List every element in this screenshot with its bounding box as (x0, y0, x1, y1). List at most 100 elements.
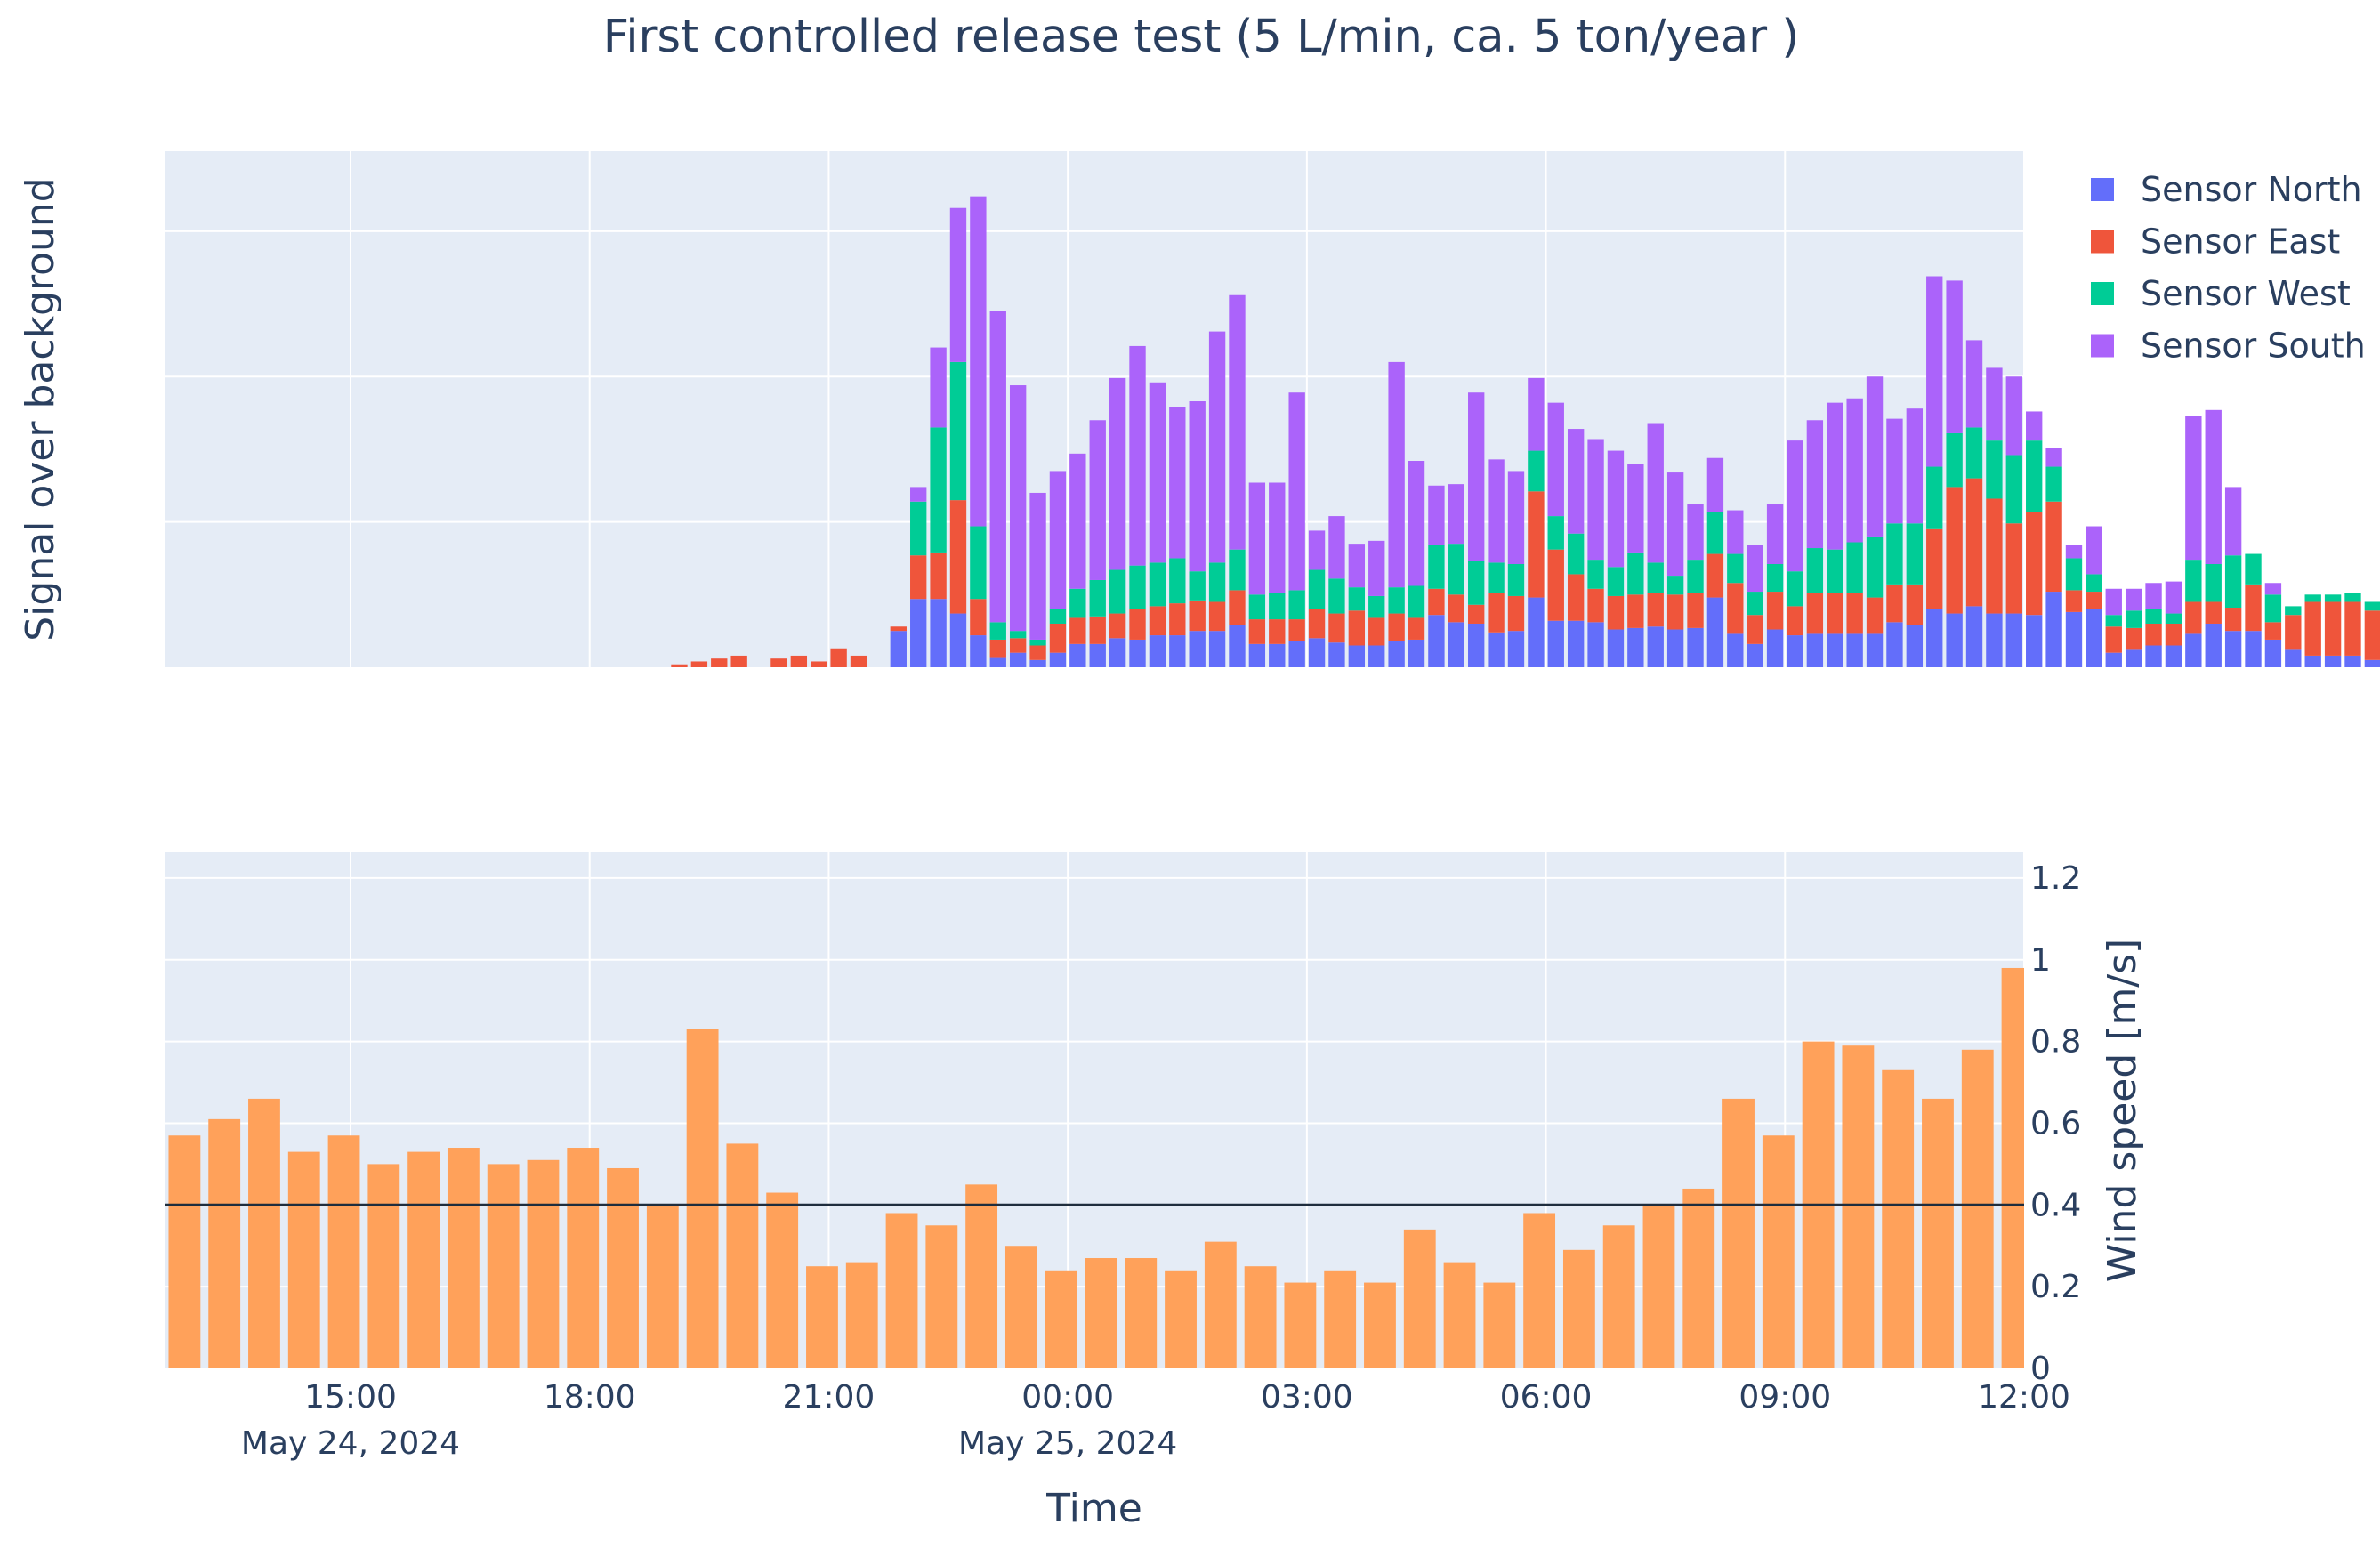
bar-sensor-north (1149, 635, 1166, 667)
bar-sensor-east (1706, 553, 1724, 598)
bar-sensor-north (1528, 597, 1545, 667)
bottom-panel (165, 852, 2025, 1368)
bar-sensor-north (2285, 649, 2302, 667)
bar-sensor-east (2245, 584, 2262, 632)
bar-sensor-south (1906, 408, 1924, 524)
y-tick-label: 0.6 (2030, 1105, 2081, 1142)
bar-sensor-north (1806, 633, 1824, 667)
bar-sensor-north (1827, 633, 1843, 667)
bar-sensor-west (1149, 562, 1166, 607)
wind-speed-bar (208, 1118, 241, 1368)
bar-sensor-north (1926, 609, 1943, 667)
wind-speed-bar (1483, 1282, 1516, 1368)
bar-sensor-south (1507, 471, 1525, 564)
bar-sensor-north (1069, 643, 1086, 667)
bar-sensor-east (1468, 604, 1485, 624)
bar-sensor-west (1627, 552, 1644, 595)
wind-speed-bar (407, 1151, 440, 1368)
bar-sensor-south (1308, 530, 1326, 570)
bar-sensor-east (1149, 606, 1166, 636)
x-tick-label: 21:00 (783, 1379, 875, 1416)
bar-sensor-west (2065, 558, 2083, 591)
wind-speed-bar (367, 1164, 400, 1368)
wind-speed-bar (885, 1213, 918, 1368)
bar-sensor-west (989, 622, 1006, 640)
legend-label: Sensor East (2141, 222, 2340, 262)
bar-sensor-east (1129, 609, 1146, 640)
legend-item[interactable]: Sensor South (2091, 327, 2366, 366)
bar-sensor-south (2205, 409, 2222, 564)
bar-sensor-north (1208, 631, 1226, 667)
bar-sensor-south (1846, 398, 1863, 543)
bar-sensor-south (1666, 472, 1684, 577)
bar-sensor-west (1587, 560, 1604, 589)
wind-speed-bar (845, 1262, 878, 1368)
bar-sensor-south (2185, 416, 2202, 561)
bar-sensor-south (2165, 581, 2182, 614)
bar-sensor-south (1647, 423, 1664, 563)
bar-sensor-west (1747, 592, 1763, 616)
bar-sensor-north (1965, 606, 1983, 667)
bar-sensor-east (2005, 523, 2022, 614)
bar-sensor-south (2224, 487, 2242, 556)
bar-sensor-east (1408, 617, 1425, 640)
legend-swatch (2091, 230, 2114, 254)
bar-sensor-north (2224, 631, 2242, 667)
wind-speed-bar (925, 1225, 958, 1368)
wind-speed-bar (1204, 1241, 1237, 1368)
bar-sensor-north (2245, 631, 2262, 667)
bar-sensor-south (910, 487, 927, 502)
bar-sensor-west (1448, 544, 1464, 595)
x-tick-label: 12:00 (1978, 1379, 2070, 1416)
bar-sensor-west (1687, 560, 1704, 593)
bar-sensor-east (1328, 613, 1345, 643)
bar-sensor-north (1169, 635, 1186, 667)
bar-sensor-east (1189, 600, 1206, 632)
bar-sensor-east (2264, 622, 2282, 640)
bar-sensor-south (1109, 377, 1126, 570)
bar-sensor-north (1547, 620, 1564, 667)
bar-sensor-south (949, 207, 967, 362)
bar-sensor-south (2145, 583, 2162, 609)
legend[interactable]: Sensor North Sensor East Sensor West Sensor… (2091, 170, 2366, 366)
wind-speed-bar (1882, 1069, 1915, 1368)
x-tick-label: 06:00 (1500, 1379, 1593, 1416)
bar-sensor-west (2304, 594, 2321, 602)
bar-sensor-west (1328, 578, 1345, 614)
bar-sensor-west (910, 501, 927, 556)
bar-sensor-east (1507, 595, 1525, 632)
bar-sensor-east (2065, 590, 2083, 612)
bar-sensor-west (949, 361, 967, 501)
wind-speed-bar (487, 1164, 520, 1368)
x-tick-label: 03:00 (1261, 1379, 1353, 1416)
bar-sensor-west (2185, 560, 2202, 602)
bar-sensor-west (1029, 639, 1046, 646)
bar-sensor-south (1986, 367, 2003, 441)
bar-sensor-east (1866, 597, 1884, 634)
legend-item[interactable]: Sensor East (2091, 222, 2340, 262)
bar-sensor-east (811, 661, 827, 667)
bar-sensor-west (2045, 466, 2062, 502)
legend-item[interactable]: Sensor West (2091, 274, 2351, 313)
legend-item[interactable]: Sensor North (2091, 170, 2362, 209)
bar-sensor-east (1029, 645, 1046, 660)
bar-sensor-west (970, 526, 987, 600)
bar-sensor-west (2086, 574, 2102, 593)
wind-speed-bar (1045, 1270, 1077, 1368)
bar-sensor-south (1627, 464, 1644, 553)
bar-sensor-north (1488, 632, 1505, 667)
wind-speed-bar (1085, 1258, 1117, 1368)
chart-title: First controlled release test (5 L/min, … (603, 11, 1800, 63)
wind-speed-bar (248, 1098, 280, 1368)
bar-sensor-north (949, 613, 967, 667)
bar-sensor-north (1448, 622, 1464, 667)
bar-sensor-east (1269, 619, 1286, 644)
bar-sensor-north (2165, 645, 2182, 667)
legend-label: Sensor West (2141, 274, 2351, 313)
bar-sensor-west (1607, 567, 1625, 596)
y-tick-label: 0.2 (2030, 1269, 2081, 1305)
bar-sensor-south (1547, 402, 1564, 517)
bar-sensor-west (1787, 571, 1803, 607)
legend-label: Sensor North (2141, 170, 2362, 209)
bar-sensor-south (1029, 492, 1046, 640)
